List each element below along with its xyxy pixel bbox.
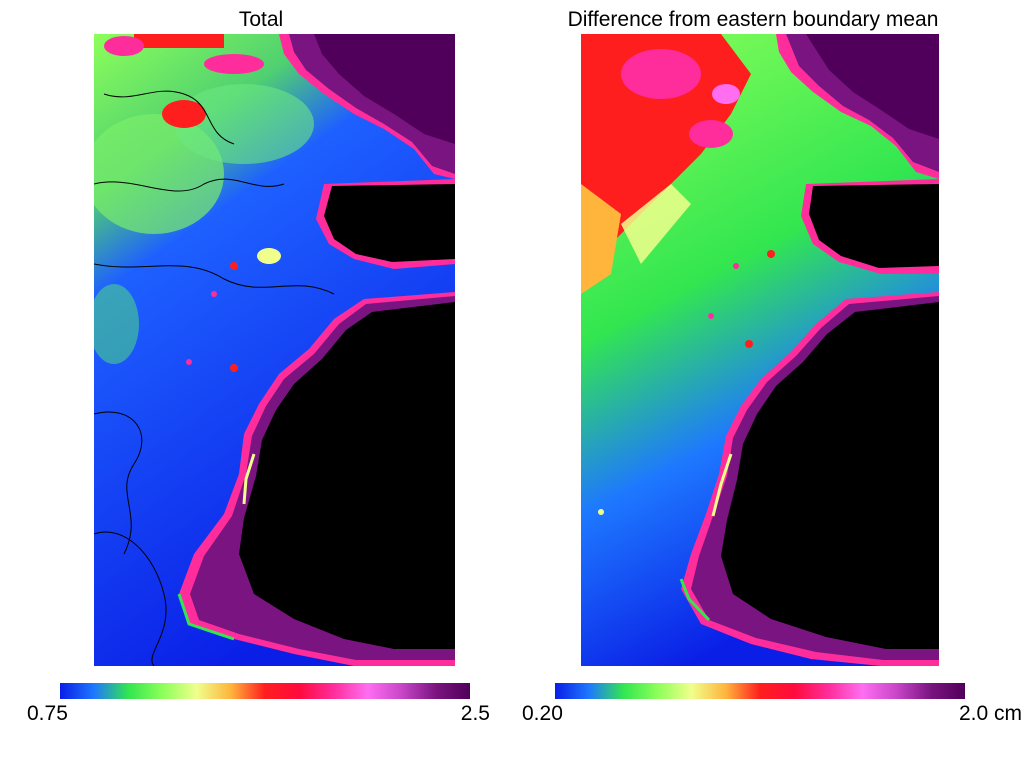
- colorbar-difference-min-label: 0.20: [522, 702, 563, 725]
- map-total: [94, 34, 455, 666]
- map-difference-canvas: [581, 34, 939, 666]
- panel-title-difference: Difference from eastern boundary mean: [567, 8, 939, 31]
- colorbar-total-min-label: 0.75: [27, 702, 68, 725]
- panel-title-total: Total: [238, 8, 284, 31]
- map-difference: [581, 34, 939, 666]
- colorbar-difference: [555, 683, 965, 699]
- colorbar-difference-max-label: 2.0 cm: [958, 702, 1022, 725]
- colorbar-total: [60, 683, 470, 699]
- map-total-canvas: [94, 34, 455, 666]
- colorbar-total-max-label: 2.5: [460, 702, 490, 725]
